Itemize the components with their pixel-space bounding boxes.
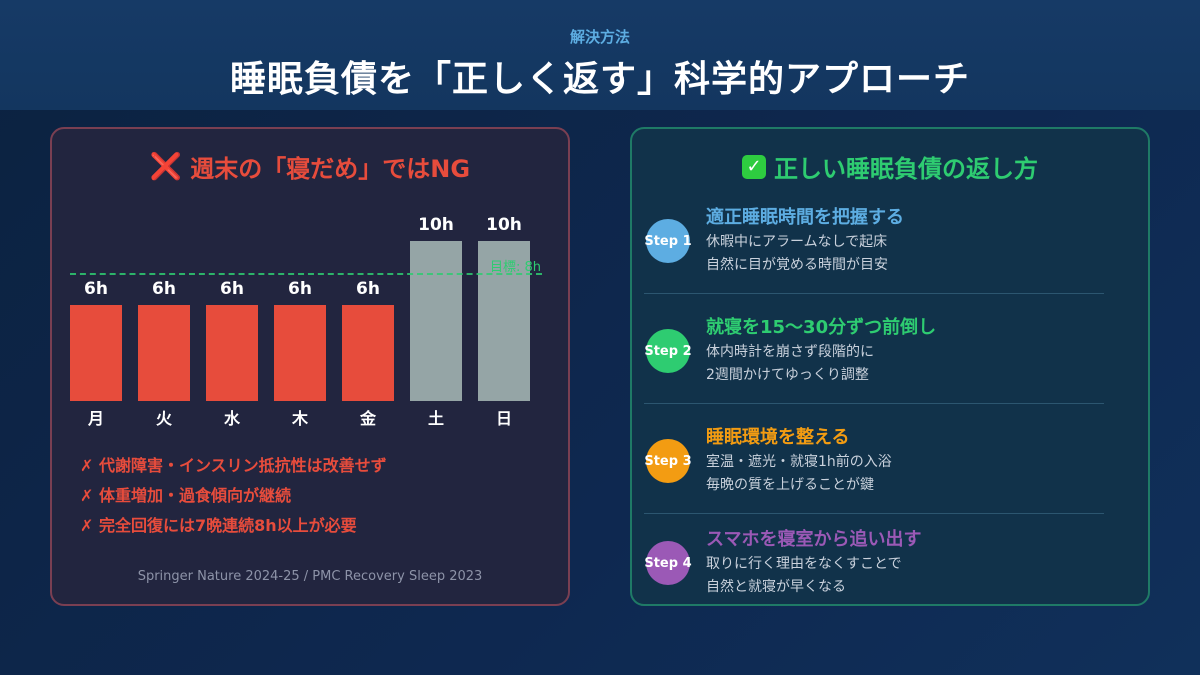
day-label: 木 bbox=[291, 409, 308, 428]
notes-list: ✗ 代謝障害・インスリン抵抗性は改善せず ✗ 体重増加・過食傾向が継続 ✗ 完全… bbox=[80, 451, 387, 541]
divider bbox=[644, 403, 1104, 404]
step-line: 2週間かけてゆっくり調整 bbox=[706, 367, 869, 383]
step-line: 自然と就寝が早くなる bbox=[706, 579, 846, 595]
note-item: ✗ 代謝障害・インスリン抵抗性は改善せず bbox=[80, 456, 387, 475]
day-label: 水 bbox=[223, 409, 240, 428]
bar-value-label: 6h bbox=[288, 279, 312, 299]
bar-value-label: 10h bbox=[486, 215, 522, 235]
day-label: 月 bbox=[87, 409, 104, 428]
step-line: 室温・遮光・就寝1h前の入浴 bbox=[706, 454, 892, 470]
page-title: 睡眠負債を「正しく返す」科学的アプローチ bbox=[229, 59, 970, 100]
step-1: Step 1 適正睡眠時間を把握する 休暇中にアラームなしで起床 自然に目が覚め… bbox=[644, 203, 1106, 313]
bar-value-label: 6h bbox=[220, 279, 244, 299]
step-line: 毎晩の質を上げることが鍵 bbox=[706, 477, 874, 493]
step-description: 室温・遮光・就寝1h前の入浴 毎晩の質を上げることが鍵 bbox=[706, 451, 892, 497]
step-title: スマホを寝室から追い出す bbox=[706, 529, 922, 550]
step-4: Step 4 スマホを寝室から追い出す 取りに行く理由をなくすことで 自然と就寝… bbox=[644, 525, 1106, 635]
step-title: 睡眠環境を整える bbox=[706, 427, 850, 448]
step-line: 取りに行く理由をなくすことで bbox=[706, 556, 902, 572]
cross-mark-icon: ❌ bbox=[149, 151, 183, 182]
day-label: 土 bbox=[427, 409, 444, 428]
step-description: 休暇中にアラームなしで起床 自然に目が覚める時間が目安 bbox=[706, 231, 888, 277]
step-line: 休暇中にアラームなしで起床 bbox=[706, 234, 888, 250]
bar-value-label: 10h bbox=[418, 215, 454, 235]
step-description: 取りに行く理由をなくすことで 自然と就寝が早くなる bbox=[706, 553, 902, 599]
source-citation: Springer Nature 2024-25 / PMC Recovery S… bbox=[137, 569, 483, 584]
bar bbox=[410, 241, 462, 401]
header: 解決方法 睡眠負債を「正しく返す」科学的アプローチ bbox=[0, 0, 1200, 110]
day-label: 火 bbox=[155, 409, 172, 428]
step-title: 就寝を15〜30分ずつ前倒し bbox=[706, 317, 937, 338]
bar bbox=[342, 305, 394, 401]
check-mark-icon: ✓ bbox=[742, 154, 766, 179]
bar bbox=[478, 241, 530, 401]
target-label: 目標: 8h bbox=[490, 260, 542, 275]
left-panel-title: ❌ 週末の「寝だめ」ではNG bbox=[52, 149, 568, 184]
bar-value-label: 6h bbox=[84, 279, 108, 299]
step-2: Step 2 就寝を15〜30分ずつ前倒し 体内時計を崩さず段階的に 2週間かけ… bbox=[644, 313, 1106, 423]
bar bbox=[274, 305, 326, 401]
right-panel-title-text: 正しい睡眠負債の返し方 bbox=[774, 155, 1038, 183]
section-eyebrow: 解決方法 bbox=[569, 28, 630, 46]
divider bbox=[644, 293, 1104, 294]
weekend-catchup-panel: ❌ 週末の「寝だめ」ではNG 目標: 8h 6h 月 6h 火 6h 水 6h 木 6h 金 10h… bbox=[50, 127, 570, 606]
step-description: 体内時計を崩さず段階的に 2週間かけてゆっくり調整 bbox=[706, 341, 874, 387]
step-badge: Step 1 bbox=[644, 219, 692, 263]
bar-value-label: 6h bbox=[152, 279, 176, 299]
bar bbox=[138, 305, 190, 401]
sleep-hours-bar-chart: 目標: 8h 6h 月 6h 火 6h 水 6h 木 6h 金 10h 土 10h 日 bbox=[70, 209, 550, 429]
step-title: 適正睡眠時間を把握する bbox=[706, 207, 904, 228]
note-item: ✗ 完全回復には7晩連続8h以上が必要 bbox=[80, 516, 357, 535]
bar bbox=[206, 305, 258, 401]
day-label: 金 bbox=[359, 409, 376, 428]
target-line bbox=[70, 273, 542, 275]
right-panel-title: ✓ 正しい睡眠負債の返し方 bbox=[632, 149, 1148, 184]
divider bbox=[644, 513, 1104, 514]
step-badge: Step 4 bbox=[644, 541, 692, 585]
step-line: 体内時計を崩さず段階的に bbox=[706, 344, 874, 360]
left-panel-title-text: 週末の「寝だめ」ではNG bbox=[190, 155, 471, 183]
step-line: 自然に目が覚める時間が目安 bbox=[706, 257, 888, 273]
step-badge: Step 3 bbox=[644, 439, 692, 483]
note-item: ✗ 体重増加・過食傾向が継続 bbox=[80, 486, 291, 505]
bar bbox=[70, 305, 122, 401]
correct-repayment-panel: ✓ 正しい睡眠負債の返し方 Step 1 適正睡眠時間を把握する 休暇中にアラー… bbox=[630, 127, 1150, 606]
day-label: 日 bbox=[495, 409, 512, 428]
bar-value-label: 6h bbox=[356, 279, 380, 299]
step-badge: Step 2 bbox=[644, 329, 692, 373]
step-3: Step 3 睡眠環境を整える 室温・遮光・就寝1h前の入浴 毎晩の質を上げるこ… bbox=[644, 423, 1106, 533]
